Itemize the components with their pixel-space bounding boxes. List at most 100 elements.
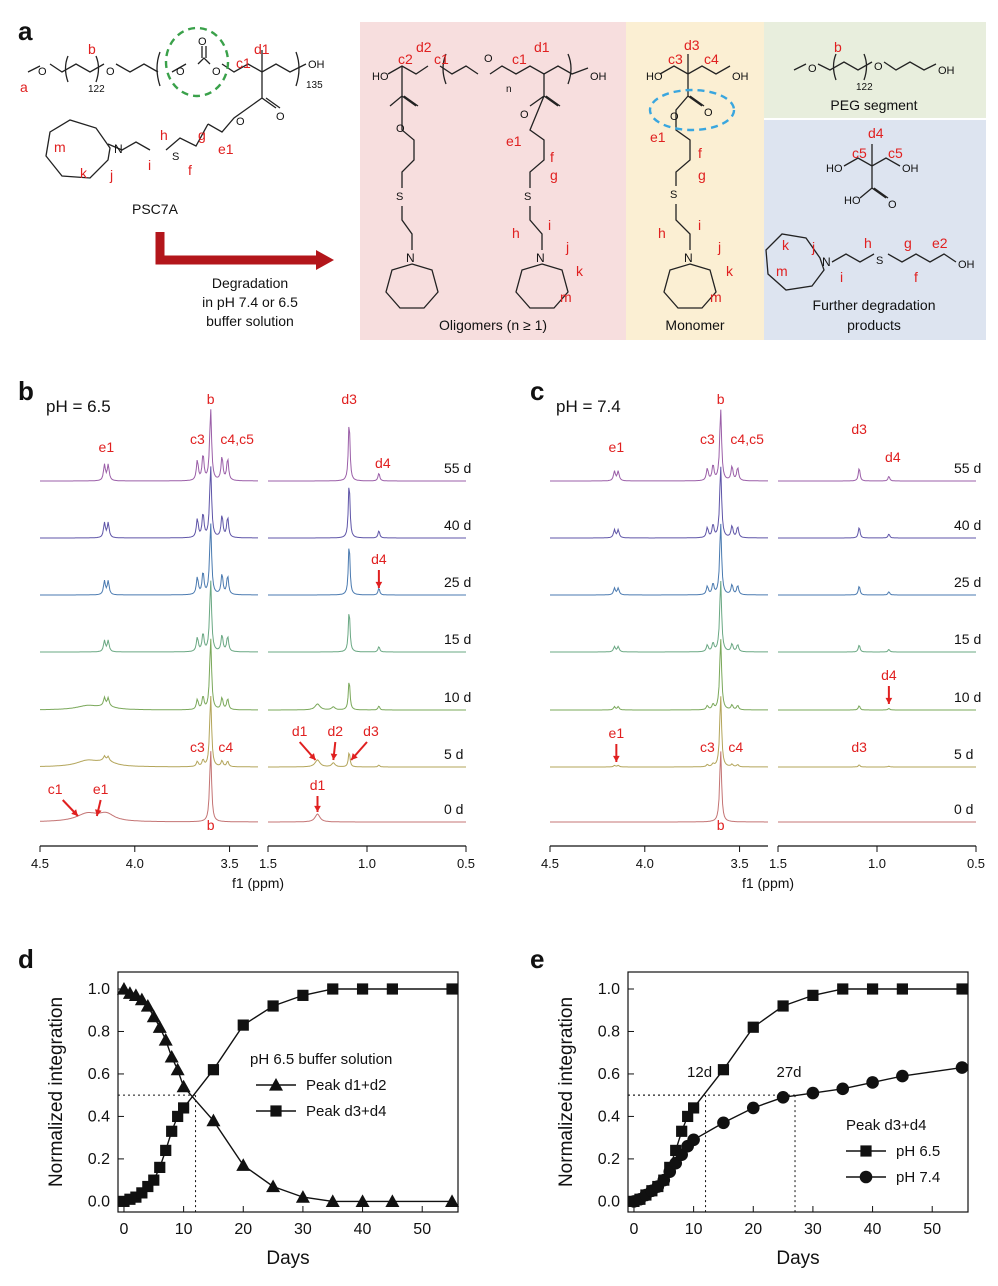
annot-e1: e1 bbox=[93, 781, 109, 797]
legend-label: pH 7.4 bbox=[896, 1169, 940, 1186]
data-point bbox=[158, 1032, 173, 1046]
y-tick-label: 1.0 bbox=[88, 981, 110, 998]
label-b: b bbox=[834, 39, 842, 55]
panel-label-d: d bbox=[18, 944, 34, 974]
panel-a: a O O 122 O O O 135 OH O O bbox=[18, 16, 986, 340]
further-caption-2: products bbox=[847, 317, 901, 333]
degradation-arrow bbox=[155, 232, 318, 265]
data-point bbox=[136, 1187, 148, 1199]
data-point bbox=[687, 1133, 700, 1147]
data-point bbox=[777, 1000, 789, 1012]
peak-label-d3: d3 bbox=[851, 421, 867, 437]
arrow-text-3: buffer solution bbox=[206, 313, 294, 329]
label-c1: c1 bbox=[512, 51, 527, 67]
atom-oh: OH bbox=[732, 71, 749, 83]
plot-frame bbox=[117, 971, 459, 1213]
x-tick-label: 1.5 bbox=[259, 856, 277, 871]
y-tick-label: 1.0 bbox=[598, 981, 620, 998]
label-m: m bbox=[560, 289, 572, 305]
nmr-trace-right bbox=[778, 526, 976, 539]
chart-d: 0 10 20 30 40 50 0.0 0.2 0.4 0.6 0.8 1.0 Days Normali… bbox=[46, 971, 460, 1269]
x-axis-label: f1 (ppm) bbox=[742, 875, 794, 891]
data-point bbox=[172, 1110, 184, 1123]
data-point bbox=[717, 1116, 730, 1130]
polymer-name: PSC7A bbox=[132, 201, 179, 217]
data-point bbox=[152, 1020, 167, 1033]
panel-b: b pH = 6.5 55 d 40 d 25 d 15 d 10 d 5 d 0 d 4.5… bbox=[18, 376, 475, 891]
data-point bbox=[717, 1064, 730, 1076]
x-tick-label: 4.5 bbox=[541, 856, 559, 871]
data-point bbox=[236, 1158, 251, 1171]
data-point bbox=[670, 1144, 682, 1157]
x-tick-label: 40 bbox=[864, 1221, 882, 1238]
label-e1: e1 bbox=[650, 129, 666, 145]
label-d3: d3 bbox=[684, 37, 700, 53]
legend-title: pH 6.5 buffer solution bbox=[250, 1051, 392, 1068]
y-tick-label: 0.2 bbox=[598, 1151, 620, 1168]
label-m: m bbox=[54, 139, 66, 155]
arrow-text-1: Degradation bbox=[212, 275, 288, 291]
data-point bbox=[154, 1161, 166, 1173]
nmr-trace-right bbox=[778, 644, 976, 653]
data-point bbox=[676, 1125, 688, 1137]
data-point bbox=[682, 1110, 694, 1123]
annot-e1: e1 bbox=[609, 725, 625, 741]
label-k: k bbox=[576, 263, 584, 279]
data-point bbox=[325, 1194, 340, 1207]
x-tick-label: 0 bbox=[630, 1221, 639, 1238]
y-tick-label: 0.0 bbox=[598, 1193, 620, 1210]
day-label: 10 d bbox=[444, 689, 471, 705]
atom-oh: OH bbox=[938, 65, 955, 77]
peg-caption: PEG segment bbox=[830, 97, 917, 113]
peak-label-e1: e1 bbox=[99, 439, 115, 455]
nmr-trace-left bbox=[550, 696, 769, 768]
day-label: 40 d bbox=[954, 517, 981, 533]
peak-label-b: b bbox=[717, 391, 725, 407]
atom-o: O bbox=[808, 63, 817, 75]
x-tick-label: 4.5 bbox=[31, 856, 49, 871]
nmr-trace-right bbox=[268, 614, 466, 653]
label-f: f bbox=[698, 145, 702, 161]
atom-o: O bbox=[704, 107, 713, 119]
atom-o: O bbox=[484, 53, 493, 65]
data-point bbox=[836, 1082, 850, 1096]
day-label: 10 d bbox=[954, 689, 981, 705]
annot-arrow-head bbox=[314, 805, 321, 812]
annot-arrow-head bbox=[95, 809, 102, 816]
label-g: g bbox=[698, 167, 706, 183]
label-f: f bbox=[550, 149, 554, 165]
nmr-trace-left bbox=[550, 466, 768, 539]
atom-o: O bbox=[38, 66, 47, 78]
atom-n: N bbox=[684, 251, 693, 265]
panel-label-b: b bbox=[18, 376, 34, 406]
label-c5: c5 bbox=[852, 145, 867, 161]
nmr-trace-left bbox=[40, 523, 258, 596]
atom-o: O bbox=[396, 123, 405, 135]
atom-oh: OH bbox=[590, 71, 607, 83]
y-tick-label: 0.6 bbox=[88, 1066, 110, 1083]
data-point bbox=[178, 1102, 190, 1114]
peg-structure: O O OH 122 b PEG segment bbox=[793, 39, 955, 113]
nmr-trace-left bbox=[550, 580, 768, 653]
day-label: 25 d bbox=[954, 574, 981, 590]
repeat-122: 122 bbox=[856, 82, 873, 93]
legend-marker bbox=[269, 1078, 283, 1091]
peak-label-d4: d4 bbox=[885, 449, 901, 465]
nmr-trace-left bbox=[40, 409, 258, 482]
repeat-122: 122 bbox=[88, 84, 105, 95]
label-c5: c5 bbox=[888, 145, 903, 161]
label-d1: d1 bbox=[534, 39, 550, 55]
atom-oh: OH bbox=[308, 59, 325, 71]
annot-d1: d1 bbox=[310, 777, 326, 793]
annot-d2: d2 bbox=[328, 723, 344, 739]
data-point bbox=[176, 1079, 191, 1093]
annot-arrow-head bbox=[308, 753, 316, 760]
label-h: h bbox=[864, 235, 872, 251]
label-d4: d4 bbox=[868, 125, 884, 141]
nmr-trace-left bbox=[39, 695, 258, 768]
label-g: g bbox=[904, 235, 912, 251]
x-tick-label: 20 bbox=[744, 1221, 762, 1238]
data-point bbox=[446, 983, 458, 995]
label-f: f bbox=[188, 162, 192, 178]
atom-ho: HO bbox=[826, 163, 843, 175]
